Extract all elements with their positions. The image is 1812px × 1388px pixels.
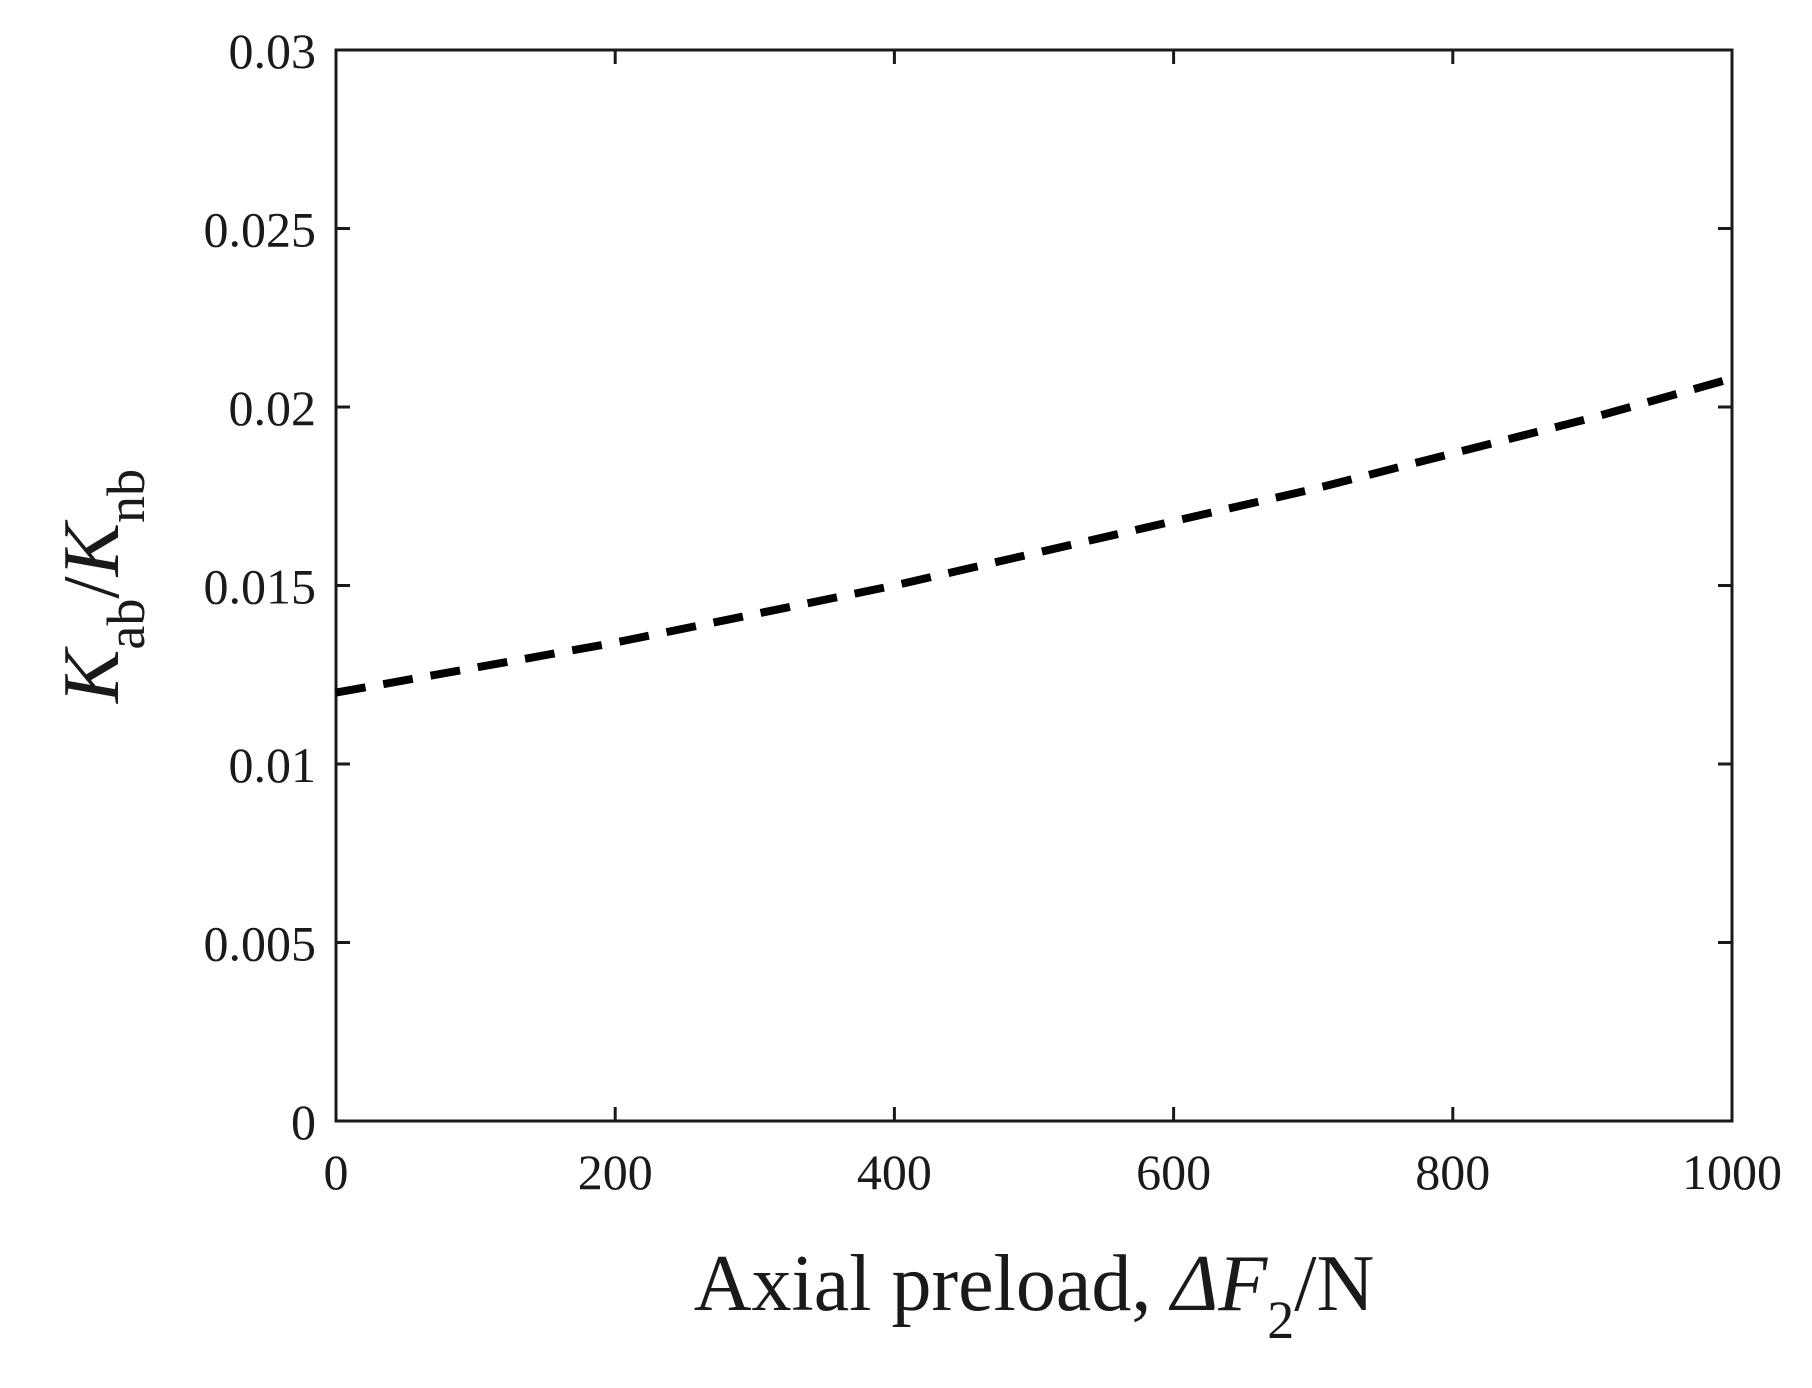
x-axis-title: Axial preload, ΔF2/N — [694, 1240, 1374, 1350]
x-tick-label: 1000 — [1682, 1144, 1782, 1200]
plot-frame — [334, 48, 1734, 1123]
series-layer — [335, 374, 1734, 697]
y-tick-label: 0.005 — [204, 916, 317, 972]
series-line — [335, 374, 1734, 697]
x-axis-title-suffix: /N — [1294, 1240, 1374, 1328]
x-axis-title-subscript: 2 — [1267, 1290, 1294, 1350]
y-tick-label: 0.025 — [204, 202, 317, 258]
y-axis-title: Kab/Knb — [48, 469, 156, 704]
y-axis-title-den-subscript: nb — [96, 469, 156, 523]
y-axis-title-num-symbol: K — [48, 646, 136, 704]
y-tick-label: 0 — [291, 1094, 316, 1150]
y-axis-title-den-symbol: K — [48, 519, 136, 577]
y-tick-label: 0.02 — [229, 380, 317, 436]
y-tick-label: 0.01 — [229, 737, 317, 793]
x-tick-label: 400 — [857, 1144, 932, 1200]
y-tick-label: 0.03 — [229, 23, 317, 79]
y-axis-title-separator: / — [48, 576, 136, 599]
y-axis-title-num-subscript: ab — [96, 599, 156, 650]
tick-marks — [334, 48, 1734, 1123]
x-tick-label: 600 — [1136, 1144, 1211, 1200]
x-tick-label: 0 — [324, 1144, 349, 1200]
x-tick-label: 200 — [578, 1144, 653, 1200]
tick-labels: 0 200 400 600 800 1000 0 0.005 0.01 0.015 0.02 0.02… — [204, 23, 1783, 1200]
y-tick-label: 0.015 — [204, 559, 317, 615]
x-axis-title-symbol: ΔF — [1168, 1240, 1268, 1328]
x-axis-title-prefix: Axial preload, — [694, 1240, 1172, 1328]
x-tick-label: 800 — [1415, 1144, 1490, 1200]
